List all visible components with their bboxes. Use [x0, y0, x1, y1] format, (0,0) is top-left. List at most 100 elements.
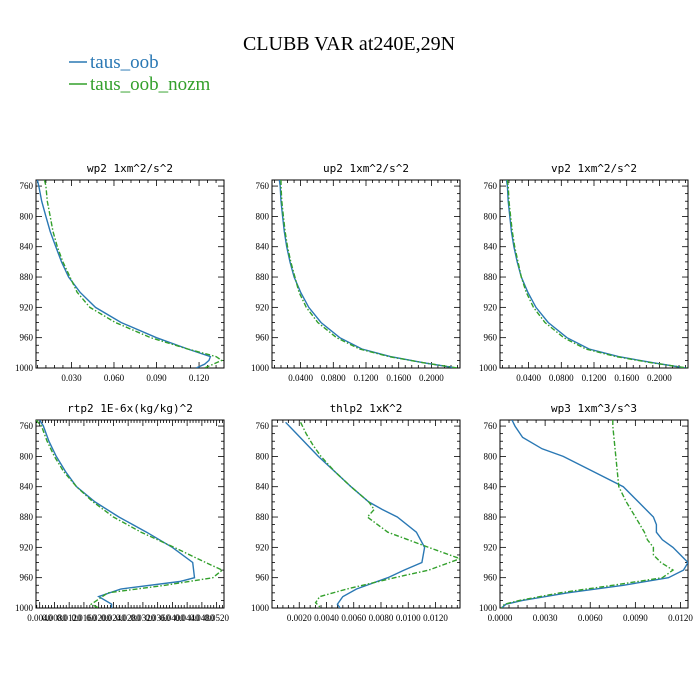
y-tick-label: 880 — [484, 272, 498, 282]
y-tick-label: 800 — [256, 211, 270, 221]
y-tick-label: 920 — [20, 542, 34, 552]
x-tick-label: 0.0240 — [101, 613, 126, 623]
x-tick-label: 0.0060 — [578, 613, 603, 623]
x-tick-label: 0.1200 — [582, 373, 607, 383]
x-tick-label: 0.0480 — [190, 613, 215, 623]
x-tick-label: 0.0400 — [516, 373, 541, 383]
panel-2: up2 1xm^2/s^2 760 800 840 880 920 960 1000 0.040… — [251, 162, 461, 383]
x-tick-label: 0.0120 — [668, 613, 693, 623]
panel-title: wp2 1xm^2/s^2 — [87, 162, 173, 175]
plot-frame — [271, 179, 461, 369]
series-line-taus-oob — [505, 180, 686, 368]
x-tick-label: 0.0400 — [160, 613, 185, 623]
y-tick-label: 880 — [256, 512, 270, 522]
y-tick-label: 960 — [20, 333, 34, 343]
panel-6: wp3 1xm^3/s^3 760 800 840 880 920 960 10000.000… — [479, 402, 693, 623]
legend-label-taus-oob: taus_oob — [90, 52, 159, 73]
x-tick-label: 0.0400 — [288, 373, 313, 383]
panel-title: thlp2 1xK^2 — [330, 402, 403, 415]
x-tick-label: 0.0060 — [341, 613, 366, 623]
panel-title: up2 1xm^2/s^2 — [323, 162, 409, 175]
y-tick-label: 1000 — [251, 603, 270, 613]
x-tick-label: 0.0440 — [175, 613, 200, 623]
legend: taus_oob taus_oob_nozm — [69, 52, 211, 95]
legend-label-taus-oob-nozm: taus_oob_nozm — [90, 74, 211, 95]
y-tick-label: 760 — [256, 421, 270, 431]
y-tick-label: 880 — [484, 512, 498, 522]
y-tick-label: 1000 — [479, 363, 498, 373]
y-tick-label: 840 — [484, 482, 498, 492]
y-tick-label: 760 — [256, 181, 270, 191]
plot-frame — [35, 179, 225, 369]
panels: wp2 1xm^2/s^2 760 800 840 880 920 960 1000 0.030… — [15, 162, 693, 623]
y-tick-label: 760 — [20, 181, 34, 191]
y-tick-label: 1000 — [479, 603, 498, 613]
x-tick-label: 0.0800 — [549, 373, 574, 383]
y-tick-label: 800 — [256, 451, 270, 461]
series-line-taus-oob-nozm — [500, 420, 675, 608]
x-tick-label: 0.0080 — [42, 613, 67, 623]
x-tick-label: 0.0030 — [533, 613, 558, 623]
y-tick-label: 840 — [20, 242, 34, 252]
y-tick-label: 920 — [256, 542, 270, 552]
x-tick-label: 0.0000 — [488, 613, 513, 623]
x-tick-label: 0.0160 — [72, 613, 97, 623]
y-tick-label: 840 — [256, 242, 270, 252]
x-tick-label: 0.0120 — [423, 613, 448, 623]
series-line-taus-oob-nozm — [36, 420, 224, 608]
panel-1: wp2 1xm^2/s^2 760 800 840 880 920 960 1000 0.030… — [15, 162, 225, 383]
series-line-taus-oob — [36, 180, 212, 368]
y-tick-label: 920 — [484, 302, 498, 312]
y-tick-label: 960 — [484, 333, 498, 343]
x-tick-label: 0.120 — [189, 373, 210, 383]
y-tick-label: 800 — [484, 451, 498, 461]
y-tick-label: 960 — [484, 573, 498, 583]
x-tick-label: 0.030 — [61, 373, 82, 383]
x-tick-label: 0.060 — [104, 373, 125, 383]
plot-frame — [271, 419, 461, 609]
x-tick-label: 0.0800 — [321, 373, 346, 383]
x-tick-label: 0.2000 — [647, 373, 672, 383]
figure-title: CLUBB VAR at240E,29N — [243, 33, 455, 55]
y-tick-label: 920 — [484, 542, 498, 552]
y-tick-label: 880 — [20, 512, 34, 522]
panel-3: vp2 1xm^2/s^2 760 800 840 880 920 960 1000 0.040… — [479, 162, 689, 383]
x-tick-label: 0.0120 — [57, 613, 82, 623]
y-tick-label: 800 — [20, 451, 34, 461]
panel-4: rtp2 1E-6x(kg/kg)^2 760 800 840 880 920 960 100… — [15, 402, 230, 623]
x-tick-label: 0.1200 — [354, 373, 379, 383]
x-tick-label: 0.090 — [146, 373, 167, 383]
y-tick-label: 1000 — [15, 363, 34, 373]
y-tick-label: 1000 — [251, 363, 270, 373]
y-tick-label: 800 — [484, 211, 498, 221]
y-tick-label: 880 — [256, 272, 270, 282]
x-tick-label: 0.0520 — [204, 613, 229, 623]
series-line-taus-oob-nozm — [43, 180, 224, 368]
y-tick-label: 960 — [20, 573, 34, 583]
y-tick-label: 800 — [20, 211, 34, 221]
x-tick-label: 0.0360 — [145, 613, 170, 623]
x-tick-label: 0.0320 — [131, 613, 156, 623]
x-tick-label: 0.0020 — [287, 613, 312, 623]
panel-title: rtp2 1E-6x(kg/kg)^2 — [67, 402, 193, 415]
x-tick-label: 0.0040 — [314, 613, 339, 623]
series-line-taus-oob-nozm — [280, 180, 458, 368]
y-tick-label: 960 — [256, 573, 270, 583]
y-tick-label: 760 — [20, 421, 34, 431]
panel-title: wp3 1xm^3/s^3 — [551, 402, 637, 415]
series-line-taus-oob — [278, 180, 457, 368]
plot-frame — [499, 419, 689, 609]
y-tick-label: 1000 — [15, 603, 34, 613]
y-tick-label: 920 — [20, 302, 34, 312]
series-line-taus-oob-nozm — [506, 180, 688, 368]
y-tick-label: 840 — [256, 482, 270, 492]
panel-title: vp2 1xm^2/s^2 — [551, 162, 637, 175]
y-tick-label: 760 — [484, 181, 498, 191]
x-tick-label: 0.1600 — [614, 373, 639, 383]
x-tick-label: 0.0200 — [86, 613, 111, 623]
x-tick-label: 0.0080 — [369, 613, 394, 623]
series-line-taus-oob — [39, 420, 196, 608]
series-line-taus-oob-nozm — [299, 421, 460, 608]
